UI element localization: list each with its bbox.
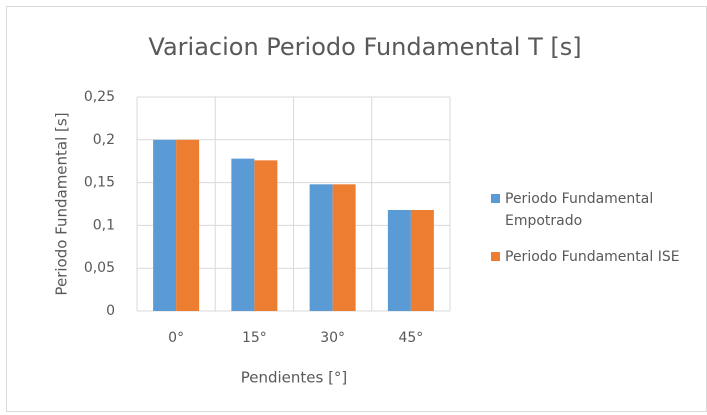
bar xyxy=(410,209,434,311)
x-axis-label: Pendientes [°] xyxy=(241,369,348,387)
legend-label: Periodo Fundamental Empotrado xyxy=(505,191,654,229)
y-axis-label: Periodo Fundamental [s] xyxy=(53,112,71,295)
bar xyxy=(254,160,278,311)
x-tick-label: 0° xyxy=(168,330,184,346)
x-tick-label: 30° xyxy=(320,330,345,346)
legend-label: Periodo Fundamental ISE xyxy=(505,249,680,265)
y-tick-label: 0,05 xyxy=(84,260,115,276)
y-tick-label: 0,2 xyxy=(93,132,115,148)
x-tick-label: 15° xyxy=(242,330,267,346)
legend-swatch xyxy=(491,252,500,261)
bar xyxy=(332,184,356,311)
bar xyxy=(231,158,255,311)
chart-title: Variacion Periodo Fundamental T [s] xyxy=(148,33,581,61)
y-tick-label: 0 xyxy=(106,303,115,319)
chart-frame xyxy=(6,6,707,412)
y-tick-label: 0,25 xyxy=(84,89,115,105)
legend-swatch xyxy=(491,194,500,203)
y-tick-label: 0,1 xyxy=(93,217,115,233)
bar xyxy=(387,209,411,311)
x-tick-label: 45° xyxy=(398,330,423,346)
bar xyxy=(176,139,200,311)
bar xyxy=(309,184,333,311)
bar xyxy=(153,139,177,311)
y-tick-label: 0,15 xyxy=(84,175,115,191)
